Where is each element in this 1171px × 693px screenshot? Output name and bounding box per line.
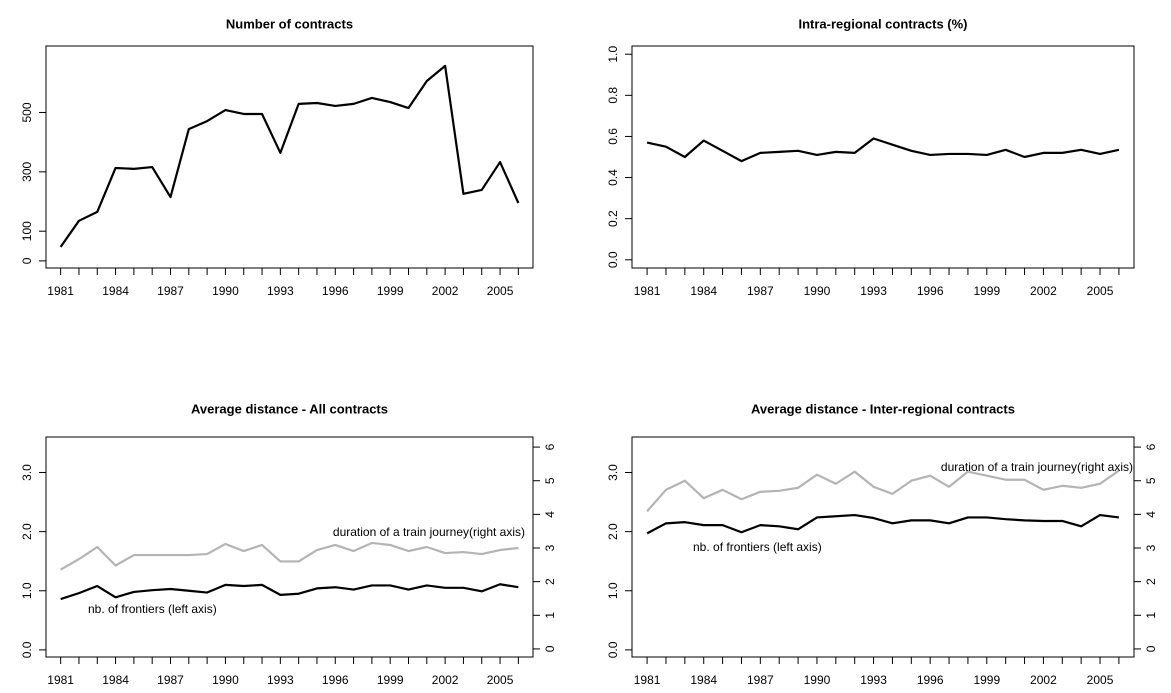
y-tick-label: 2 <box>1144 578 1158 585</box>
x-tick-label: 1987 <box>747 284 774 298</box>
x-tick-label: 1999 <box>973 673 1000 687</box>
chart-title: Intra-regional contracts (%) <box>798 16 967 31</box>
x-tick-label: 1984 <box>690 673 717 687</box>
x-tick-label: 2005 <box>487 673 514 687</box>
y-tick-label: 500 <box>20 102 34 122</box>
y-tick-label: 1.0 <box>606 46 620 63</box>
x-tick-label: 1993 <box>860 284 887 298</box>
y-tick-label: 0.2 <box>606 210 620 227</box>
x-tick-label: 1999 <box>377 284 404 298</box>
y-tick-label: 0.0 <box>606 641 620 658</box>
data-line <box>59 64 520 248</box>
y-tick-label: 4 <box>1144 511 1158 518</box>
y-tick-label: 2 <box>543 578 557 585</box>
series-label: nb. of frontiers (left axis) <box>693 540 822 554</box>
data-line <box>60 541 519 571</box>
x-tick-label: 1987 <box>157 673 184 687</box>
y-tick-label: 3.0 <box>20 464 34 481</box>
y-tick-label: 6 <box>543 443 557 450</box>
y-tick-label: 300 <box>20 162 34 182</box>
y-tick-label: 4 <box>543 511 557 518</box>
y-tick-label: 3 <box>543 544 557 551</box>
y-tick-label: 3.0 <box>606 464 620 481</box>
series-label: duration of a train journey(right axis) <box>941 460 1133 474</box>
chart-title: Average distance - Inter-regional contra… <box>751 401 1015 416</box>
y-tick-label: 5 <box>543 477 557 484</box>
x-tick-label: 1996 <box>322 673 349 687</box>
x-tick-label: 1984 <box>690 284 717 298</box>
series-label: nb. of frontiers (left axis) <box>88 602 217 616</box>
y-tick-label: 0.0 <box>20 641 34 658</box>
y-tick-label: 5 <box>1144 477 1158 484</box>
x-tick-label: 2002 <box>1030 284 1057 298</box>
chart-title: Average distance - All contracts <box>191 401 388 416</box>
y-tick-label: 0 <box>543 645 557 652</box>
x-tick-label: 1981 <box>47 673 74 687</box>
x-tick-label: 2002 <box>432 673 459 687</box>
y-tick-label: 1.0 <box>20 582 34 599</box>
y-tick-label: 0.8 <box>606 87 620 104</box>
x-tick-label: 1993 <box>267 284 294 298</box>
x-tick-label: 1993 <box>860 673 887 687</box>
x-tick-label: 1990 <box>804 673 831 687</box>
data-line <box>646 513 1120 535</box>
plot-box <box>45 45 534 269</box>
data-line <box>646 137 1120 163</box>
x-tick-label: 2005 <box>487 284 514 298</box>
x-tick-label: 2002 <box>432 284 459 298</box>
y-tick-label: 0.0 <box>606 251 620 268</box>
x-tick-label: 1990 <box>804 284 831 298</box>
x-tick-label: 2005 <box>1087 673 1114 687</box>
y-tick-label: 0.6 <box>606 128 620 145</box>
x-tick-label: 1981 <box>634 673 661 687</box>
y-tick-label: 0 <box>20 257 34 264</box>
x-tick-label: 1990 <box>212 284 239 298</box>
x-tick-label: 1993 <box>267 673 294 687</box>
x-tick-label: 1984 <box>102 673 129 687</box>
x-tick-label: 1999 <box>377 673 404 687</box>
data-line <box>60 583 519 601</box>
x-tick-label: 1999 <box>973 284 1000 298</box>
x-tick-label: 1996 <box>917 673 944 687</box>
y-tick-label: 1.0 <box>606 582 620 599</box>
series-label: duration of a train journey(right axis) <box>333 525 525 539</box>
y-tick-label: 100 <box>20 221 34 241</box>
y-tick-label: 1 <box>543 612 557 619</box>
x-tick-label: 1987 <box>747 673 774 687</box>
data-line <box>646 469 1120 513</box>
y-tick-label: 1 <box>1144 612 1158 619</box>
x-tick-label: 2002 <box>1030 673 1057 687</box>
x-tick-label: 1996 <box>917 284 944 298</box>
y-tick-label: 0 <box>1144 645 1158 652</box>
chart-title: Number of contracts <box>226 16 353 31</box>
y-tick-label: 6 <box>1144 443 1158 450</box>
y-tick-label: 0.4 <box>606 169 620 186</box>
y-tick-label: 2.0 <box>606 523 620 540</box>
plot-box <box>631 45 1135 269</box>
x-tick-label: 1981 <box>634 284 661 298</box>
x-tick-label: 1996 <box>322 284 349 298</box>
plot-box <box>45 436 534 658</box>
y-tick-label: 3 <box>1144 544 1158 551</box>
plot-box <box>631 436 1135 658</box>
x-tick-label: 1984 <box>102 284 129 298</box>
y-tick-label: 2.0 <box>20 523 34 540</box>
x-tick-label: 1990 <box>212 673 239 687</box>
x-tick-label: 2005 <box>1087 284 1114 298</box>
x-tick-label: 1987 <box>157 284 184 298</box>
x-tick-label: 1981 <box>47 284 74 298</box>
